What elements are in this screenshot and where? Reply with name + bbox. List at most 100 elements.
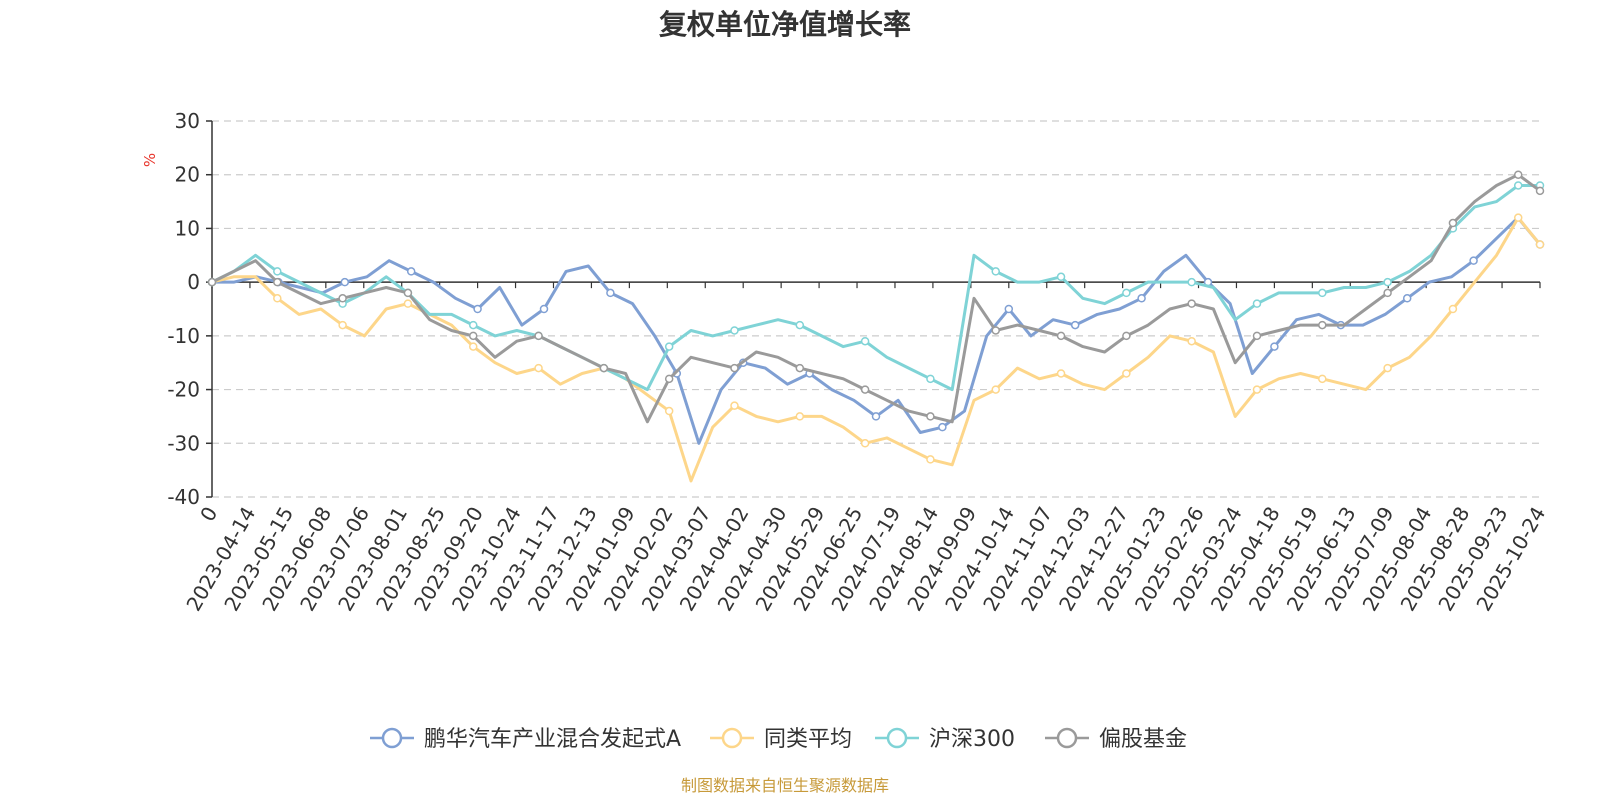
legend-label: 沪深300 [929, 727, 1015, 752]
grid-lines [212, 120, 1540, 498]
data-point [1535, 186, 1545, 196]
series-3 [207, 181, 1545, 392]
data-point [991, 267, 1000, 276]
data-point [338, 294, 347, 303]
y-tick-label: -10 [167, 324, 200, 348]
data-point [1056, 272, 1066, 282]
legend-circle-icon [381, 727, 403, 749]
data-point [468, 331, 478, 341]
y-axis-ticks: 30 20 10 0 -10 -20 -30 -40 [167, 109, 212, 509]
data-point [664, 342, 674, 351]
data-point [1137, 294, 1146, 303]
y-tick-label: -30 [167, 431, 200, 455]
data-source-note: 制图数据来自恒生聚源数据库 [681, 776, 889, 795]
data-point [860, 385, 870, 394]
data-point [926, 374, 935, 384]
data-point [1122, 331, 1131, 341]
data-point [1070, 320, 1080, 330]
legend-circle-icon [1056, 727, 1078, 749]
data-point [1383, 288, 1392, 298]
data-point [534, 363, 543, 373]
y-tick-label: 0 [187, 270, 200, 294]
data-point [1252, 299, 1262, 308]
legend-circle-icon [886, 727, 908, 749]
y-tick-label: 10 [175, 216, 200, 240]
data-point [860, 439, 870, 448]
data-point [871, 412, 881, 421]
series-1 [207, 216, 1545, 445]
y-tick-label: 30 [175, 109, 200, 133]
y-tick-label: -40 [167, 485, 200, 509]
data-point [1318, 374, 1327, 384]
x-axis-ticks: 02023-04-142023-05-152023-06-082023-07-0… [181, 282, 1550, 615]
data-point [991, 385, 1000, 394]
data-point [1513, 181, 1523, 190]
data-point [468, 320, 478, 330]
y-axis-unit: % [141, 153, 159, 167]
y-tick-label: 20 [175, 163, 200, 187]
data-point [730, 363, 739, 373]
data-point [1513, 213, 1523, 222]
legend-circle-icon [721, 727, 743, 749]
data-point [664, 374, 674, 384]
legend-label: 偏股基金 [1099, 727, 1187, 752]
data-point [1252, 385, 1262, 394]
data-point [539, 304, 549, 314]
data-point [534, 331, 543, 341]
data-point [860, 336, 870, 346]
data-point [730, 401, 739, 410]
y-tick-label: -20 [167, 378, 200, 402]
data-point [1187, 277, 1196, 287]
data-point [1004, 304, 1014, 314]
data-point [473, 304, 482, 314]
data-point [1383, 277, 1392, 287]
data-point [1448, 304, 1458, 314]
data-point [1252, 331, 1262, 341]
data-point [1448, 218, 1458, 228]
data-point [926, 455, 935, 464]
series-line [211, 184, 1540, 392]
data-point [403, 288, 413, 298]
data-point [599, 363, 609, 373]
data-point [795, 412, 805, 421]
data-point [926, 412, 935, 421]
x-tick-label: 0 [195, 503, 222, 526]
legend-item[interactable]: 偏股基金 [1045, 727, 1187, 752]
legend-item[interactable]: 沪深300 [875, 727, 1015, 752]
data-point [1056, 331, 1066, 341]
chart-title: 复权单位净值增长率 [659, 8, 911, 41]
data-point [664, 406, 674, 416]
data-point [1513, 170, 1523, 179]
data-point [795, 363, 805, 373]
data-point [1402, 294, 1412, 303]
series-4 [207, 170, 1545, 424]
legend-item[interactable]: 鹏华汽车产业混合发起式A [370, 727, 681, 752]
data-point [1383, 363, 1392, 373]
series-2 [207, 213, 1545, 483]
data-point [406, 267, 416, 276]
legend[interactable]: 鹏华汽车产业混合发起式A 同类平均 沪深300 偏股基金 [370, 727, 1187, 752]
data-point [273, 267, 282, 276]
data-point [1318, 288, 1327, 298]
legend-item[interactable]: 同类平均 [710, 727, 852, 752]
data-point [1122, 288, 1131, 298]
data-point [1187, 336, 1196, 346]
data-point [273, 294, 282, 303]
data-point [1056, 369, 1066, 378]
data-point [1469, 256, 1478, 265]
data-point [795, 320, 805, 330]
data-point [991, 326, 1000, 335]
data-point [1270, 342, 1279, 351]
data-point [403, 299, 413, 308]
data-point [938, 422, 947, 432]
data-point [340, 277, 350, 287]
legend-label: 鹏华汽车产业混合发起式A [424, 727, 681, 752]
legend-label: 同类平均 [764, 727, 852, 752]
data-point [1535, 240, 1545, 249]
data-point [1122, 369, 1131, 378]
series-line [212, 216, 1542, 445]
data-point [730, 326, 739, 335]
data-point [1187, 299, 1196, 308]
data-point [1318, 320, 1327, 330]
